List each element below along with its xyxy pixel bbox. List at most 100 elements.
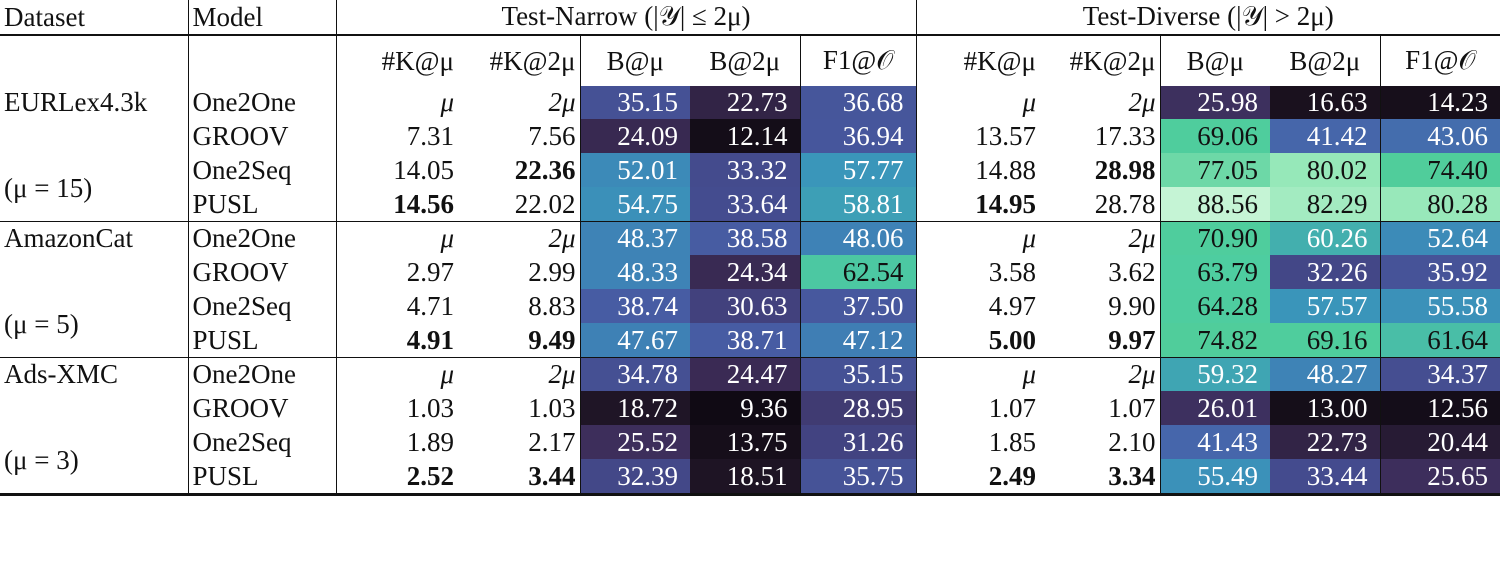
heat-cell: 13.75 bbox=[690, 425, 800, 459]
heat-cell: 57.57 bbox=[1270, 289, 1381, 323]
table-row: AmazonCat One2One μ 2μ 48.37 38.58 48.06 μ 2μ 70.… bbox=[0, 221, 1501, 255]
heat-cell: 82.29 bbox=[1270, 187, 1381, 222]
header-row-groups: Dataset Model Test-Narrow (|𝒴| ≤ 2μ) Tes… bbox=[0, 0, 1501, 35]
model-name: PUSL bbox=[187, 323, 336, 358]
heat-cell: 57.77 bbox=[799, 153, 917, 187]
heat-cell: 61.64 bbox=[1379, 323, 1501, 358]
keyphrase-count-cell: 2μ bbox=[458, 357, 580, 391]
heat-cell: 24.09 bbox=[579, 119, 690, 153]
keyphrase-count-cell: μ bbox=[915, 357, 1041, 391]
heat-cell: 74.82 bbox=[1159, 323, 1271, 358]
keyphrase-count-cell: 1.03 bbox=[335, 391, 458, 425]
heat-cell: 20.44 bbox=[1379, 425, 1501, 459]
col-header: #K@2μ bbox=[1040, 34, 1161, 86]
keyphrase-count-cell: 3.62 bbox=[1108, 256, 1156, 287]
keyphrase-count-cell: 2μ bbox=[458, 221, 580, 255]
heat-cell: 48.37 bbox=[579, 221, 690, 255]
header-row-columns: #K@μ #K@2μ B@μ B@2μ F1@𝒪 #K@μ #K@2μ B@μ … bbox=[0, 34, 1501, 86]
heat-cell: 35.15 bbox=[799, 357, 917, 391]
heat-cell: 69.06 bbox=[1159, 119, 1271, 153]
keyphrase-count-cell: μ bbox=[335, 357, 458, 391]
model-name: GROOV bbox=[187, 255, 336, 289]
table-row: PUSL 14.56 22.02 54.75 33.64 58.81 14.95 28.78 8… bbox=[0, 187, 1501, 222]
keyphrase-count-cell: 3.34 bbox=[1040, 459, 1161, 496]
dataset-header: Dataset bbox=[4, 1, 85, 32]
heat-cell: 47.12 bbox=[799, 323, 917, 358]
model-name: GROOV bbox=[187, 119, 336, 153]
keyphrase-count-cell: μ bbox=[915, 86, 1041, 119]
heat-cell: 31.26 bbox=[799, 425, 917, 459]
keyphrase-count-cell: 1.03 bbox=[528, 392, 576, 423]
col-header: B@μ bbox=[579, 34, 690, 86]
keyphrase-count-cell: 28.98 bbox=[1094, 154, 1156, 185]
dataset-mu: (μ = 15) bbox=[4, 172, 93, 203]
heat-cell: 48.06 bbox=[799, 221, 917, 255]
keyphrase-count-cell: 1.89 bbox=[335, 425, 458, 459]
heat-cell: 9.36 bbox=[690, 391, 800, 425]
heat-cell: 32.26 bbox=[1270, 255, 1381, 289]
heat-cell: 52.64 bbox=[1379, 221, 1501, 255]
heat-cell: 70.90 bbox=[1159, 221, 1271, 255]
heat-cell: 88.56 bbox=[1159, 187, 1271, 222]
keyphrase-count-cell: 14.56 bbox=[335, 187, 458, 222]
heat-cell: 54.75 bbox=[579, 187, 690, 222]
keyphrase-count-cell: 5.00 bbox=[915, 323, 1041, 358]
heat-cell: 24.47 bbox=[690, 357, 800, 391]
heat-cell: 55.49 bbox=[1159, 459, 1271, 496]
keyphrase-count-cell: 17.33 bbox=[1094, 120, 1156, 151]
dataset-blank bbox=[0, 119, 188, 153]
heat-cell: 35.92 bbox=[1379, 255, 1501, 289]
keyphrase-count-cell: 3.58 bbox=[915, 255, 1041, 289]
keyphrase-count-cell: 22.02 bbox=[514, 188, 576, 219]
heat-cell: 35.75 bbox=[799, 459, 917, 496]
heat-cell: 77.05 bbox=[1159, 153, 1271, 187]
heat-cell: 33.64 bbox=[690, 187, 800, 222]
model-name: PUSL bbox=[187, 459, 336, 496]
keyphrase-count-cell: 3.44 bbox=[458, 459, 580, 496]
keyphrase-count-cell: 2.17 bbox=[528, 426, 576, 457]
heat-cell: 25.52 bbox=[579, 425, 690, 459]
heat-cell: 25.65 bbox=[1379, 459, 1501, 496]
heat-cell: 62.54 bbox=[799, 255, 917, 289]
keyphrase-count-cell: 14.95 bbox=[915, 187, 1041, 222]
heat-cell: 55.58 bbox=[1379, 289, 1501, 323]
dataset-name: Ads-XMC bbox=[0, 357, 188, 391]
heat-cell: 35.15 bbox=[579, 86, 690, 119]
heat-cell: 18.51 bbox=[690, 459, 800, 496]
heat-cell: 22.73 bbox=[690, 86, 800, 119]
heat-cell: 28.95 bbox=[799, 391, 917, 425]
heat-cell: 41.42 bbox=[1270, 119, 1381, 153]
model-header: Model bbox=[187, 0, 336, 35]
keyphrase-count-cell: 2μ bbox=[1128, 87, 1156, 117]
col-header: #K@μ bbox=[335, 34, 458, 86]
keyphrase-count-cell: 1.07 bbox=[915, 391, 1041, 425]
keyphrase-count-cell: 2.52 bbox=[335, 459, 458, 496]
heat-cell: 63.79 bbox=[1159, 255, 1271, 289]
model-name: One2One bbox=[187, 221, 336, 255]
heat-cell: 58.81 bbox=[799, 187, 917, 222]
table-row: EURLex4.3k One2One μ 2μ 35.15 22.73 36.68 μ 2μ 25… bbox=[0, 86, 1501, 119]
col-header: B@2μ bbox=[1270, 34, 1381, 86]
model-name: GROOV bbox=[187, 391, 336, 425]
dataset-mu: (μ = 3) bbox=[4, 444, 79, 475]
model-name: One2One bbox=[187, 357, 336, 391]
heat-cell: 47.67 bbox=[579, 323, 690, 358]
keyphrase-count-cell: 7.31 bbox=[335, 119, 458, 153]
col-header: F1@𝒪 bbox=[1379, 34, 1501, 86]
heat-cell: 80.02 bbox=[1270, 153, 1381, 187]
heat-cell: 38.71 bbox=[690, 323, 800, 358]
heat-cell: 34.37 bbox=[1379, 357, 1501, 391]
heat-cell: 25.98 bbox=[1159, 86, 1271, 119]
heat-cell: 33.44 bbox=[1270, 459, 1381, 496]
keyphrase-count-cell: μ bbox=[915, 221, 1041, 255]
dataset-blank bbox=[0, 391, 188, 425]
col-header: F1@𝒪 bbox=[799, 34, 917, 86]
keyphrase-count-cell: 14.88 bbox=[915, 153, 1041, 187]
keyphrase-count-cell: 4.97 bbox=[915, 289, 1041, 323]
dataset-name: EURLex4.3k bbox=[4, 87, 148, 117]
heat-cell: 12.56 bbox=[1379, 391, 1501, 425]
keyphrase-count-cell: 2.99 bbox=[528, 256, 576, 287]
heat-cell: 37.50 bbox=[799, 289, 917, 323]
table-row: PUSL 4.91 9.49 47.67 38.71 47.12 5.00 9.97 74.82… bbox=[0, 323, 1501, 358]
keyphrase-count-cell: 4.91 bbox=[335, 323, 458, 358]
